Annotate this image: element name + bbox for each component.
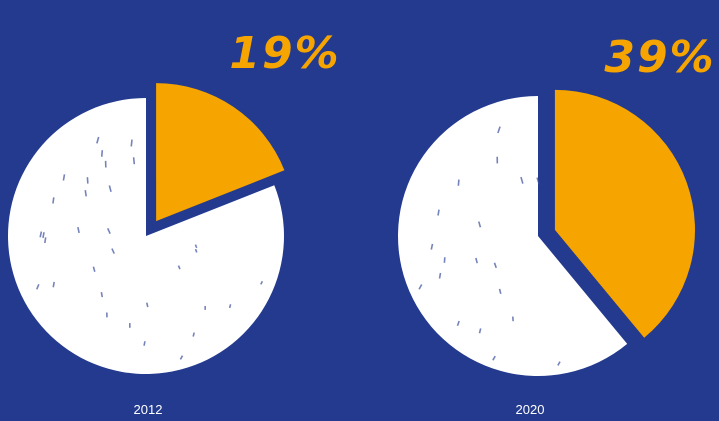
texture-speck: [228, 304, 232, 309]
texture-speck: [418, 284, 423, 290]
pie-2020-slice-remainder: [397, 96, 628, 376]
texture-speck: [111, 248, 115, 254]
texture-speck: [536, 177, 540, 185]
texture-speck: [84, 189, 87, 197]
texture-speck: [106, 312, 108, 318]
texture-speck: [512, 316, 514, 322]
texture-speck: [130, 139, 133, 147]
texture-speck: [39, 231, 43, 238]
texture-speck: [437, 209, 440, 216]
texture-speck: [456, 320, 460, 327]
texture-speck: [179, 355, 184, 360]
texture-speck: [443, 257, 446, 263]
texture-speck: [35, 283, 40, 290]
texture-speck: [104, 160, 107, 168]
texture-speck: [52, 281, 55, 288]
texture-speck: [129, 323, 131, 328]
texture-speck: [260, 280, 264, 285]
texture-speck: [92, 266, 96, 272]
texture-speck: [430, 243, 434, 250]
texture-speck: [192, 332, 195, 337]
texture-speck: [106, 227, 111, 234]
texture-speck: [132, 157, 136, 165]
texture-speck: [77, 226, 80, 234]
texture-speck: [493, 262, 498, 269]
texture-speck: [478, 221, 482, 228]
pie-2012-year-label: 2012: [134, 402, 163, 417]
texture-speck: [96, 136, 100, 144]
texture-speck: [204, 306, 206, 310]
pie-2012-slice-highlight: [156, 83, 285, 222]
texture-speck: [497, 126, 501, 134]
texture-speck: [100, 150, 104, 157]
pie-2020-slice-highlight: [554, 89, 695, 338]
pie-2012-percent-label: 19%: [229, 28, 340, 79]
texture-speck: [520, 176, 524, 184]
pie-2020-percent-label: 39%: [604, 32, 715, 83]
texture-speck: [146, 302, 149, 308]
texture-speck: [177, 265, 181, 270]
texture-speck: [143, 341, 146, 346]
texture-speck: [492, 355, 496, 361]
texture-speck: [475, 257, 478, 264]
texture-speck: [42, 232, 45, 239]
texture-speck: [194, 244, 198, 249]
texture-speck: [498, 288, 502, 294]
texture-speck: [62, 174, 66, 181]
texture-speck: [100, 292, 104, 298]
pie-2012-slice-remainder: [7, 97, 284, 374]
texture-speck: [496, 156, 499, 164]
texture-speck: [457, 179, 460, 186]
texture-speck: [438, 272, 442, 279]
texture-speck: [194, 248, 198, 253]
texture-speck: [86, 177, 89, 184]
texture-speck: [557, 361, 561, 366]
texture-speck: [52, 197, 55, 204]
texture-speck: [108, 185, 112, 192]
texture-speck: [44, 237, 47, 244]
texture-speck: [478, 328, 482, 334]
pie-2020-year-label: 2020: [516, 402, 545, 417]
